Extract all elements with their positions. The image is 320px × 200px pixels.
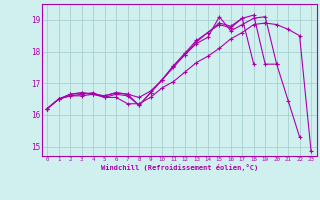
X-axis label: Windchill (Refroidissement éolien,°C): Windchill (Refroidissement éolien,°C) bbox=[100, 164, 258, 171]
